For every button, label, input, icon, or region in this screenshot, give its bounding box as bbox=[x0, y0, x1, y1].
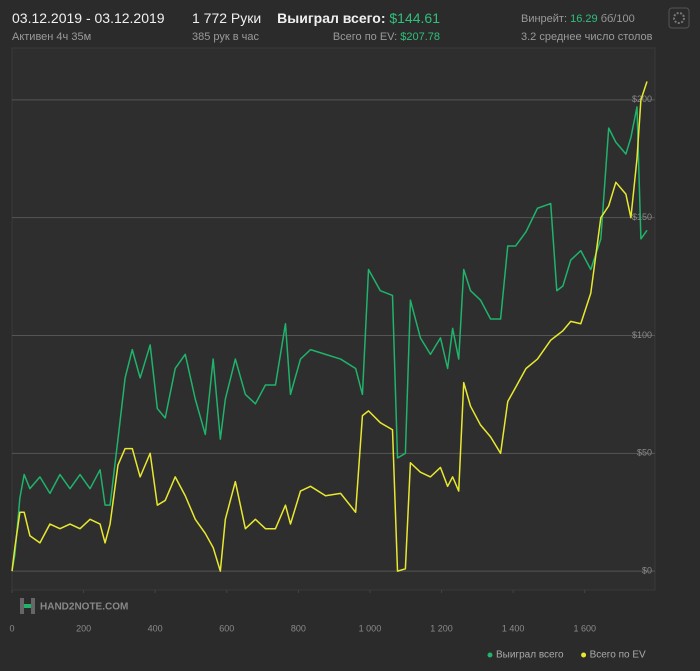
series-line bbox=[11, 81, 648, 572]
x-tick-label: 0 bbox=[9, 623, 14, 633]
legend-marker bbox=[581, 652, 587, 658]
x-tick-label: 1 600 bbox=[573, 623, 596, 633]
settings-icon[interactable] bbox=[673, 12, 685, 24]
y-tick-label: $200 bbox=[632, 94, 652, 104]
x-tick-label: 1 400 bbox=[502, 623, 525, 633]
x-tick-label: 200 bbox=[76, 623, 91, 633]
ev-total: Всего по EV: $207.78 bbox=[333, 31, 440, 43]
y-tick-label: $150 bbox=[632, 212, 652, 222]
tables: 3.2 среднее число столов bbox=[521, 31, 653, 43]
x-tick-label: 600 bbox=[219, 623, 234, 633]
won-label: Выиграл всего: bbox=[277, 10, 386, 26]
winrate-label: Винрейт: bbox=[521, 13, 568, 25]
ev-label: Всего по EV: bbox=[332, 31, 398, 43]
plot-area bbox=[11, 47, 656, 591]
dates: 03.12.2019 - 03.12.2019 bbox=[12, 10, 165, 26]
hands-per-hour: 385 рук в час bbox=[192, 31, 260, 43]
x-tick-label: 800 bbox=[291, 623, 306, 633]
legend-label: Выиграл всего bbox=[496, 650, 564, 661]
won-total: Выиграл всего: $144.61 bbox=[277, 10, 440, 26]
y-tick-label: $100 bbox=[632, 330, 652, 340]
x-tick-label: 1 200 bbox=[430, 623, 453, 633]
settings-button[interactable] bbox=[668, 7, 690, 29]
active-time: Активен 4ч 35м bbox=[12, 31, 92, 43]
logo: HAND2NOTE.COM bbox=[20, 598, 128, 614]
y-tick-label: $50 bbox=[637, 448, 652, 458]
logo-mark bbox=[31, 598, 35, 614]
logo-text: HAND2NOTE.COM bbox=[40, 602, 128, 613]
legend-marker bbox=[487, 652, 493, 658]
winrate: Винрейт: 16.29 бб/100 bbox=[521, 13, 635, 25]
ev-value: $207.78 bbox=[400, 31, 440, 43]
legend-label: Всего по EV bbox=[590, 650, 646, 661]
winrate-unit: бб/100 bbox=[600, 13, 635, 25]
x-tick-label: 400 bbox=[148, 623, 163, 633]
y-tick-label: $0 bbox=[642, 566, 652, 576]
won-value: $144.61 bbox=[389, 10, 440, 26]
series-line bbox=[11, 106, 648, 572]
hands: 1 772 Руки bbox=[192, 10, 262, 26]
x-tick-label: 1 000 bbox=[359, 623, 382, 633]
logo-mark bbox=[20, 598, 24, 614]
logo-mark bbox=[24, 604, 31, 608]
winrate-value: 16.29 bbox=[570, 13, 598, 25]
